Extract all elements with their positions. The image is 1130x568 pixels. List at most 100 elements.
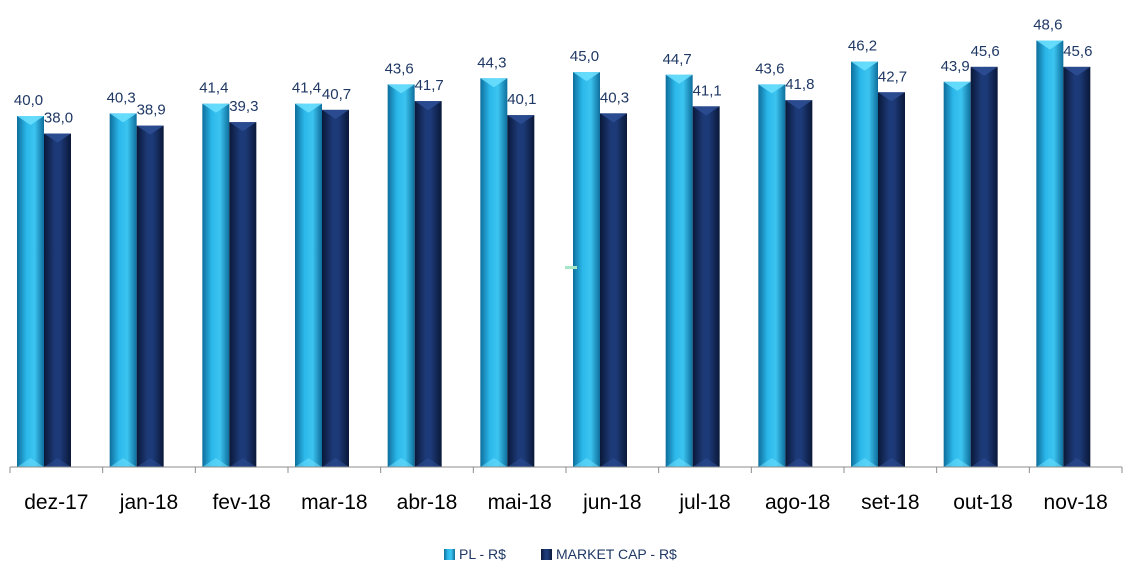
bar-pl-body [1036, 40, 1064, 467]
value-label-pl: 44,7 [663, 51, 692, 68]
bar-pl-base [758, 458, 786, 467]
value-label-market-cap: 38,0 [44, 110, 73, 127]
bar-market-cap-base [878, 458, 905, 467]
bar-market-cap-base [414, 458, 442, 467]
legend-label-pl: PL - R$ [459, 546, 506, 562]
value-label-market-cap: 39,3 [229, 98, 258, 115]
bar-market-cap [692, 106, 720, 467]
bar-market-cap-body [507, 115, 535, 467]
bar-market-cap [44, 133, 71, 468]
value-label-market-cap: 40,3 [600, 89, 629, 106]
bar-pl-cap [109, 113, 137, 123]
x-axis-ticks [9, 467, 1123, 473]
bar-pl-body [295, 103, 322, 467]
category-label: fev-18 [212, 491, 270, 514]
bar-pl-base [665, 458, 693, 467]
category-label: jul-18 [678, 491, 730, 514]
bar-pl-cap [387, 84, 415, 94]
value-label-pl: 46,2 [848, 38, 877, 55]
bar-market-cap-base [692, 458, 720, 467]
category-label: abr-18 [397, 491, 458, 514]
category-label: jun-18 [582, 491, 641, 514]
bar-pl-cap [758, 84, 786, 94]
bar-market-cap [507, 115, 535, 467]
bar-pl [387, 84, 415, 467]
bar-pl-cap [1036, 40, 1064, 50]
bar-market-cap-body [1063, 66, 1091, 468]
value-label-market-cap: 41,1 [693, 82, 722, 99]
value-label-pl: 43,9 [941, 58, 970, 75]
bar-pl-cap [480, 78, 508, 88]
value-label-pl: 45,0 [570, 48, 599, 65]
bar-market-cap-body [785, 100, 813, 467]
bar-market-cap [785, 100, 813, 467]
value-label-pl: 41,4 [292, 80, 321, 97]
value-labels-layer: 40,038,040,338,941,439,341,4 40,743,641,7… [14, 17, 1093, 127]
value-label-pl: 43,6 [755, 60, 784, 77]
bar-market-cap-base [970, 458, 998, 467]
legend: PL - R$ MARKET CAP - R$ [444, 546, 677, 562]
value-label-market-cap: 45,6 [1063, 43, 1092, 60]
category-label: dez-17 [24, 491, 88, 514]
value-label-market-cap: 41,7 [415, 77, 444, 94]
bar-pl [109, 113, 137, 468]
legend-item-market-cap: MARKET CAP - R$ [541, 546, 677, 562]
bar-pl-cap [943, 81, 971, 91]
bar-market-cap [322, 109, 349, 468]
category-label: set-18 [861, 491, 919, 514]
bar-market-cap-body [136, 125, 164, 467]
bar-market-cap-cap [136, 125, 164, 135]
bar-market-cap-cap [1063, 66, 1091, 76]
bar-market-cap-cap [692, 106, 720, 116]
bar-market-cap-body [692, 106, 720, 467]
bar-market-cap-cap [322, 109, 349, 119]
bar-pl-body [758, 84, 786, 467]
value-label-pl: 44,3 [477, 54, 506, 71]
bar-market-cap-body [600, 113, 627, 468]
value-label-market-cap: 41,8 [785, 76, 814, 93]
bar-pl [295, 103, 322, 467]
bar-market-cap [414, 101, 442, 468]
bar-pl-body [665, 74, 693, 467]
bar-pl [665, 74, 693, 467]
bar-market-cap [600, 113, 627, 468]
bar-pl [202, 103, 230, 467]
bar-pl [758, 84, 786, 467]
bar-pl-base [202, 458, 230, 467]
bar-market-cap-body [414, 101, 442, 468]
bar-pl-base [387, 458, 415, 467]
bar-pl-base [109, 458, 137, 467]
bar-market-cap-cap [229, 122, 257, 132]
bar-market-cap-body [322, 109, 349, 468]
bar-market-cap-body [229, 122, 257, 467]
bar-market-cap [970, 66, 998, 468]
bar-pl-base [851, 458, 878, 467]
bar-market-cap-base [785, 458, 813, 467]
bar-market-cap-cap [970, 66, 998, 76]
bar-pl-cap [202, 103, 230, 113]
bar-pl [480, 78, 508, 467]
bar-market-cap-body [878, 92, 905, 468]
bar-pl-cap [295, 103, 322, 113]
bar-market-cap-base [507, 458, 535, 467]
bar-pl [573, 72, 600, 467]
bar-pl-base [295, 458, 322, 467]
bar-pl-body [387, 84, 415, 467]
category-label: nov-18 [1044, 491, 1108, 514]
bar-market-cap [1063, 66, 1091, 468]
category-label: ago-18 [765, 491, 830, 514]
bar-market-cap-cap [600, 113, 627, 123]
legend-swatch-market-cap [541, 549, 552, 560]
bar-pl-body [109, 113, 137, 468]
bar-market-cap-base [600, 458, 627, 467]
category-label: out-18 [953, 491, 1013, 514]
bar-market-cap-body [970, 66, 998, 468]
bar-pl-cap [17, 116, 44, 125]
legend-swatch-pl [444, 549, 455, 560]
bar-pl [1036, 40, 1064, 467]
bar-pl-base [573, 458, 600, 467]
bar-market-cap-body [44, 133, 71, 468]
bar-market-cap-cap [44, 133, 71, 143]
bar-pl-cap [851, 61, 878, 71]
category-label: mar-18 [301, 491, 368, 514]
